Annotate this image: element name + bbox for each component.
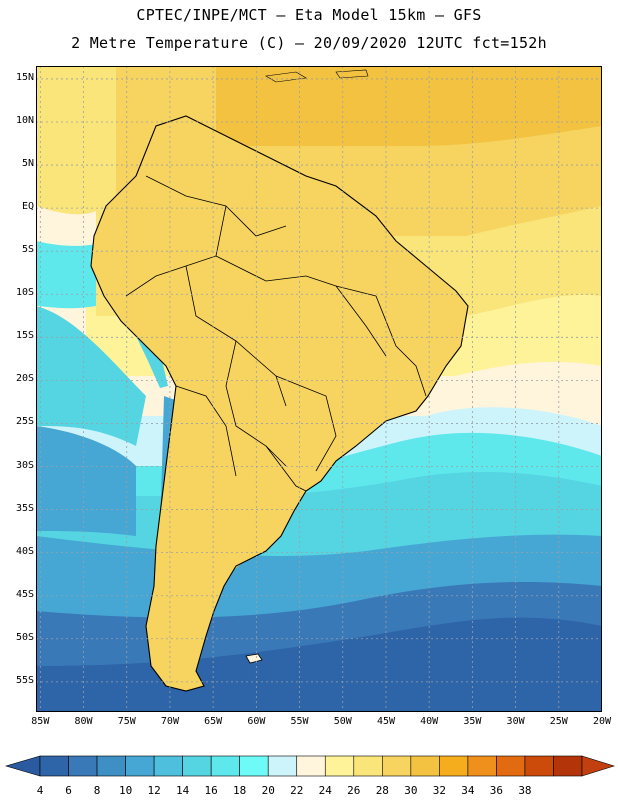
latitude-label: 45S [15,588,34,600]
colorbar-swatch [153,755,183,777]
longitude-label: 35W [463,716,482,727]
pacific-band [36,241,96,309]
colorbar-swatch [496,755,526,777]
latitude-label: 5S [21,244,34,256]
colorbar-tick-label: 24 [318,784,332,797]
colorbar-tick-label: 12 [147,784,161,797]
latitude-label: 30S [15,459,34,471]
colorbar-tick-label: 34 [461,784,475,797]
pacific-warm-patch [36,66,96,232]
colorbar-tick-label: 38 [518,784,532,797]
colorbar-swatch [467,755,497,777]
colorbar [4,755,616,777]
colorbar-over-arrow [581,755,616,777]
longitude-label: 75W [117,716,136,727]
colorbar-swatch [324,755,355,777]
latitude-label: 25S [15,416,34,428]
longitude-label: 25W [549,716,568,727]
colorbar-swatch [39,755,69,777]
longitude-label: 55W [290,716,309,727]
colorbar-tick-label: 8 [93,784,101,797]
longitude-label: 20W [592,716,612,727]
latitude-label: EQ [21,201,34,213]
colorbar-swatch [210,755,240,777]
map-frame [36,66,602,712]
latitude-label: 15S [15,330,34,342]
map-canvas [36,66,602,712]
caribbean-island [335,69,369,79]
colorbar-tick-label: 6 [65,784,72,797]
falkland-islands [245,653,263,664]
colorbar-swatch [524,755,554,777]
colorbar-swatch [439,755,469,777]
colorbar-tick-label: 36 [489,784,504,797]
colorbar-swatch [68,755,98,777]
latitude-label: 10S [15,287,34,299]
latitude-label: 40S [15,545,34,557]
colorbar-swatch [410,755,440,777]
longitude-label: 85W [31,716,50,727]
chart-title-line-2: 2 Metre Temperature (C) – 20/09/2020 12U… [71,34,547,52]
pacific-band [36,206,96,249]
colorbar-swatch [382,755,412,777]
graticule [36,66,602,712]
colorbar-tick-label: 18 [233,784,247,797]
caribbean-island [265,71,307,83]
longitude-label: 70W [160,716,179,727]
longitude-label: 45W [376,716,395,727]
colorbar-tick-label: 32 [432,784,446,797]
longitude-label: 80W [74,716,93,727]
colorbar-under-arrow [4,755,41,777]
colorbar-swatch [96,755,126,777]
ocean-band [216,66,602,146]
colorbar-swatch [267,755,298,777]
temperature-map [36,66,602,712]
chart-title-line-1: CPTEC/INPE/MCT – Eta Model 15km – GFS [136,6,482,24]
pacific-band [36,426,136,536]
colorbar-tick-label: 10 [118,784,133,797]
latitude-label: 35S [15,502,34,514]
country-borders [125,175,427,492]
longitude-label: 60W [247,716,266,727]
colorbar-tick-label: 22 [290,784,304,797]
colorbar-tick-label: 26 [347,784,361,797]
colorbar-tick-label: 14 [176,784,190,797]
colorbar-tick-label: 28 [375,784,389,797]
longitude-label: 40W [420,716,439,727]
latitude-label: 5N [21,158,34,170]
colorbar-swatch [353,755,383,777]
colorbar-tick-label: 16 [204,784,218,797]
colorbar-swatch [239,755,269,777]
latitude-label: 10N [15,114,34,126]
latitude-label: 20S [15,373,34,385]
longitude-label: 30W [506,716,525,727]
longitude-label: 65W [204,716,223,727]
colorbar-swatch [553,755,583,777]
latitude-label: 55S [15,674,34,686]
pacific-band [36,306,146,446]
colorbar-tick-label: 4 [36,784,44,797]
colorbar-swatch [296,755,326,777]
latitude-label: 50S [15,631,34,643]
colorbar-swatch [125,755,155,777]
latitude-label: 15N [15,71,34,83]
colorbar-swatch [182,755,212,777]
colorbar-tick-label: 30 [404,784,418,797]
colorbar-tick-label: 20 [261,784,275,797]
longitude-label: 50W [333,716,352,727]
